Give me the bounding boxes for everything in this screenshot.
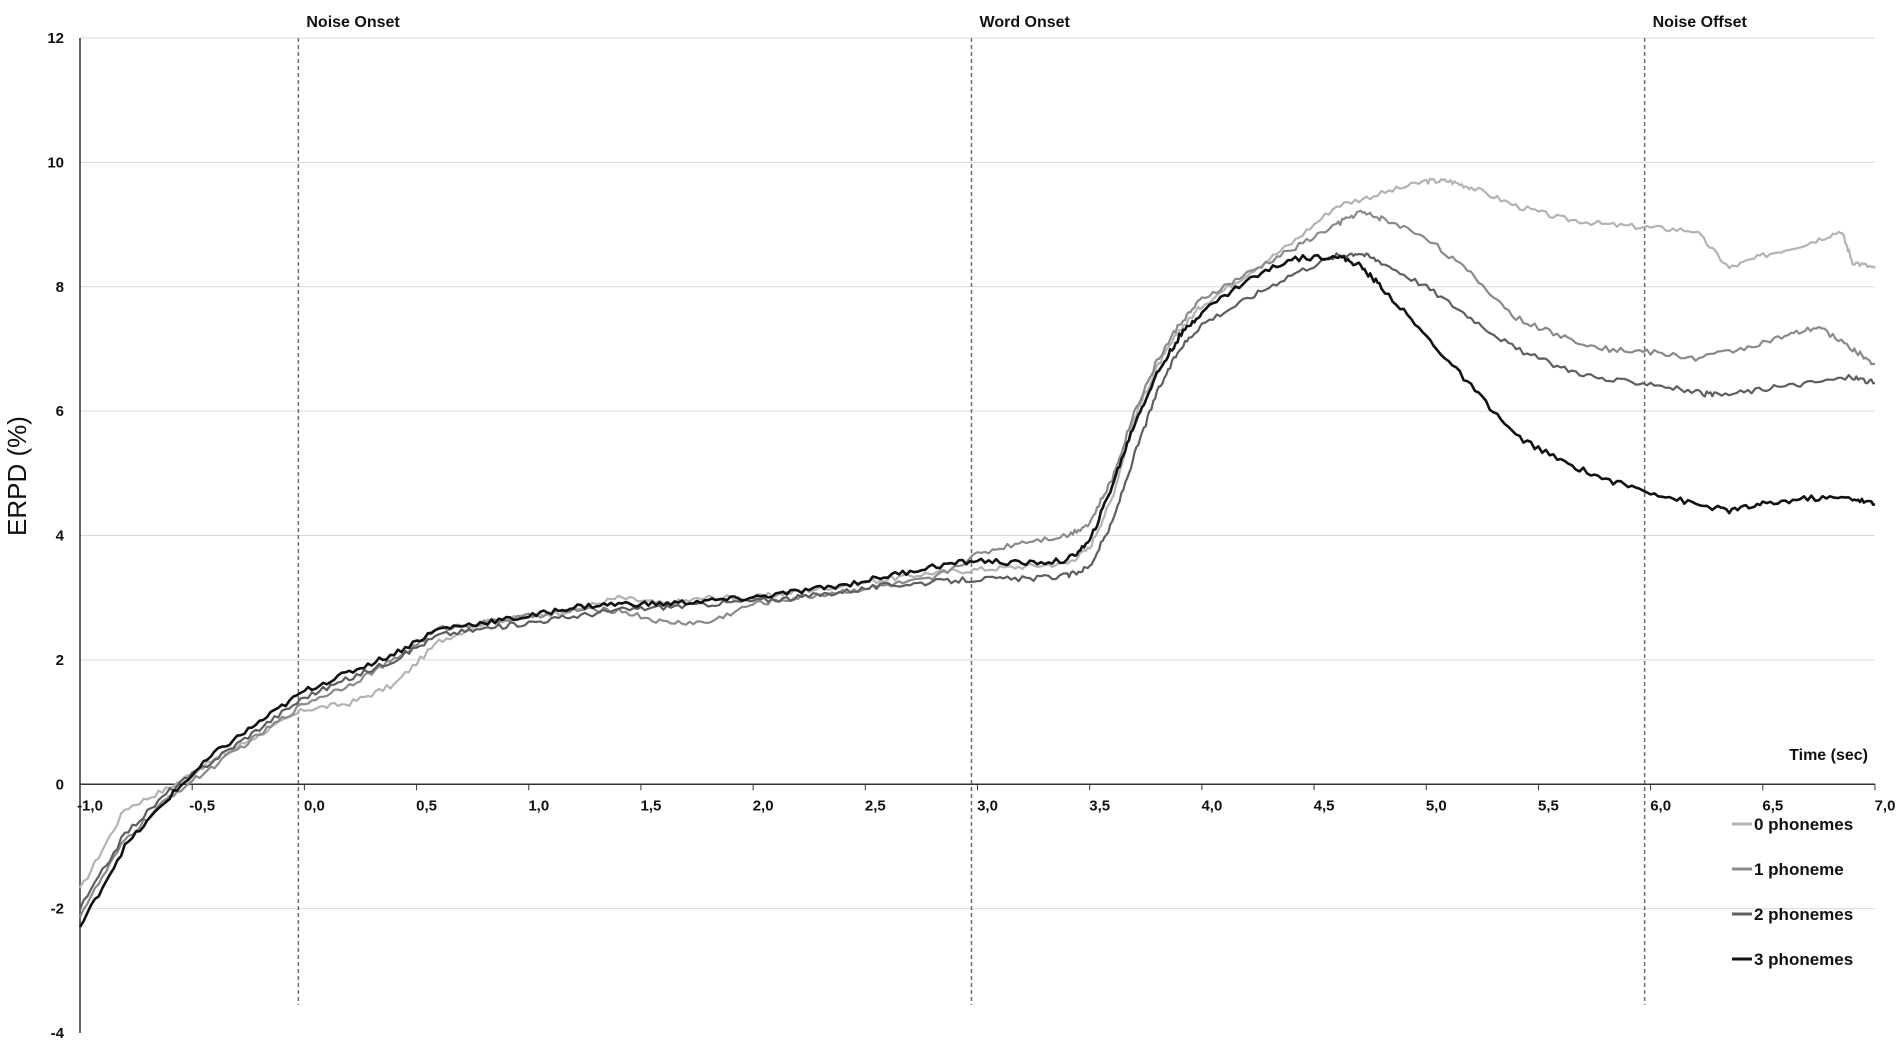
x-tick-label: 1,5: [641, 797, 662, 814]
x-tick-label: 2,0: [753, 797, 774, 814]
series-line-1: [79, 209, 1876, 918]
x-tick-label: 6,5: [1762, 797, 1783, 814]
x-tick-label: 6,0: [1650, 797, 1671, 814]
x-tick-label: 5,0: [1426, 797, 1447, 814]
x-axis-title: Time (sec): [1789, 747, 1868, 764]
y-tick-label: 0: [56, 776, 64, 793]
event-label-1: Word Onset: [980, 14, 1071, 31]
series-line-2: [78, 252, 1876, 910]
event-label-0: Noise Onset: [306, 14, 400, 31]
y-tick-label: -2: [51, 901, 64, 918]
legend: 0 phonemes 1 phoneme 2 phonemes 3 phonemes: [1732, 815, 1853, 969]
series-line-3: [78, 253, 1876, 928]
y-tick-label: 12: [47, 30, 64, 47]
x-tick-label: 4,5: [1314, 797, 1335, 814]
legend-label-0: 0 phonemes: [1754, 815, 1853, 834]
x-tick-label: 5,5: [1538, 797, 1559, 814]
y-tick-label: 2: [56, 652, 64, 669]
y-tick-label: -4: [51, 1025, 65, 1041]
y-tick-label: 4: [56, 528, 65, 545]
x-tick-label: 0,5: [416, 797, 437, 814]
x-tick-label: -1,0: [77, 797, 103, 814]
x-tick-label: 1,0: [528, 797, 549, 814]
legend-label-3: 3 phonemes: [1754, 950, 1853, 969]
series-line-0: [79, 177, 1876, 889]
gridlines: [80, 37, 1875, 910]
x-tick-label: 3,5: [1089, 797, 1110, 814]
x-tick-label: 2,5: [865, 797, 886, 814]
x-tick-label: 7,0: [1875, 797, 1896, 814]
event-markers: Noise Onset Word Onset Noise Offset: [297, 14, 1748, 1005]
tick-labels: -4 -2 0 2 4 6 8 10 12 -1,0 -0,5 0,0 0,5 1,0 1,5 2,0 2,5 3…: [47, 30, 1895, 1041]
legend-label-2: 2 phonemes: [1754, 905, 1853, 924]
series-lines: [78, 177, 1876, 928]
y-tick-label: 6: [56, 403, 64, 420]
x-tick-label: 4,0: [1201, 797, 1222, 814]
y-tick-label: 8: [56, 279, 64, 296]
x-tick-label: 3,0: [977, 797, 998, 814]
x-tick-label: -0,5: [189, 797, 215, 814]
legend-label-1: 1 phoneme: [1754, 860, 1844, 879]
event-label-2: Noise Offset: [1653, 14, 1748, 31]
y-tick-label: 10: [47, 154, 64, 171]
y-axis-title: ERPD (%): [2, 416, 32, 536]
x-tick-label: 0,0: [304, 797, 325, 814]
